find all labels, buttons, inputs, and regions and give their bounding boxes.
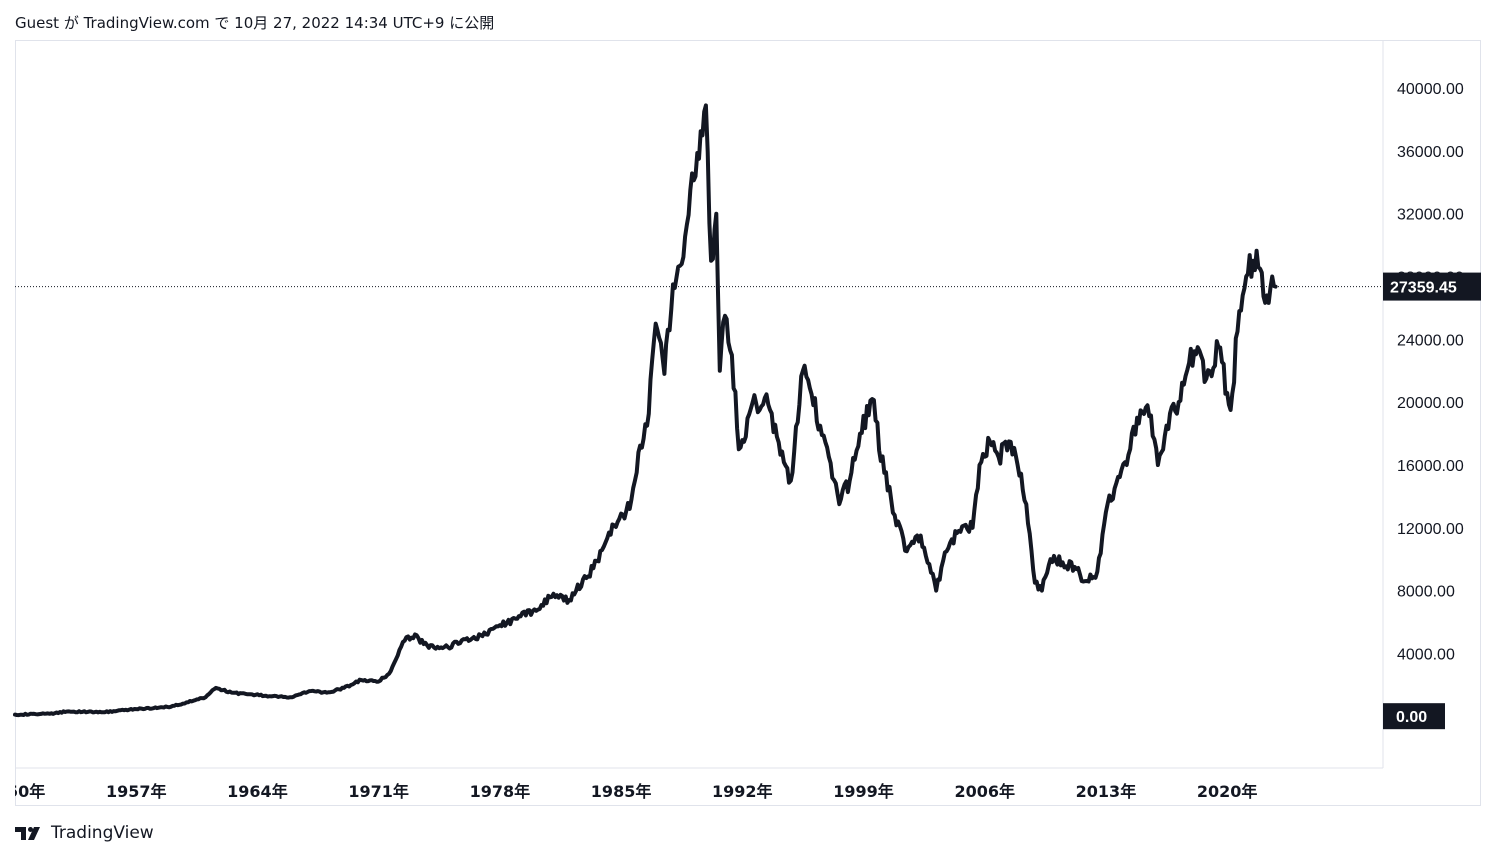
x-tick-label: 1978年 (470, 782, 531, 801)
y-tick-label: 16000.00 (1397, 458, 1464, 475)
y-tick-label: 36000.00 (1397, 144, 1464, 161)
y-tick-label: 8000.00 (1397, 584, 1455, 601)
y-tick-label: 20000.00 (1397, 395, 1464, 412)
zero-price-label-bg (1383, 703, 1445, 730)
line-chart[interactable]: 40000.0036000.0032000.0028000.0024000.00… (0, 0, 1497, 820)
x-tick-label: 1964年 (227, 782, 288, 801)
x-tick-label: 1950年 (0, 782, 45, 801)
price-axis: 40000.0036000.0032000.0028000.0024000.00… (1397, 81, 1464, 663)
y-tick-label: 24000.00 (1397, 332, 1464, 349)
chart-frame (15, 40, 1481, 806)
time-axis: 1950年 1957年 1964年 1971年 1978年 1985年 1992年 1999年… (0, 782, 1258, 801)
last-price-label: 27359.45 (1383, 272, 1481, 301)
last-price-label-text: 27359.45 (1390, 280, 1457, 297)
publish-header: Guest が TradingView.com で 10月 27, 2022 1… (15, 14, 495, 32)
zero-price-label-text: 0.00 (1396, 709, 1427, 726)
x-tick-label: 1992年 (712, 782, 773, 801)
tradingview-brand[interactable]: TradingView (51, 823, 154, 843)
x-tick-label: 2020年 (1197, 782, 1258, 801)
x-tick-label: 1971年 (348, 782, 409, 801)
y-tick-label: 4000.00 (1397, 646, 1455, 663)
x-tick-label: 2013年 (1076, 782, 1137, 801)
tradingview-logo-icon[interactable] (15, 825, 45, 841)
x-tick-label: 1985年 (591, 782, 652, 801)
y-tick-label: 12000.00 (1397, 521, 1464, 538)
x-tick-label: 1957年 (106, 782, 167, 801)
y-tick-label: 40000.00 (1397, 81, 1464, 98)
y-tick-label: 32000.00 (1397, 207, 1464, 224)
x-tick-label: 2006年 (954, 782, 1015, 801)
zero-price-label: 0.00 (1383, 703, 1445, 730)
footer: TradingView (15, 823, 154, 843)
x-tick-label: 1999年 (833, 782, 894, 801)
series-line[interactable] (13, 103, 1278, 718)
last-price-label-bg (1383, 272, 1481, 301)
